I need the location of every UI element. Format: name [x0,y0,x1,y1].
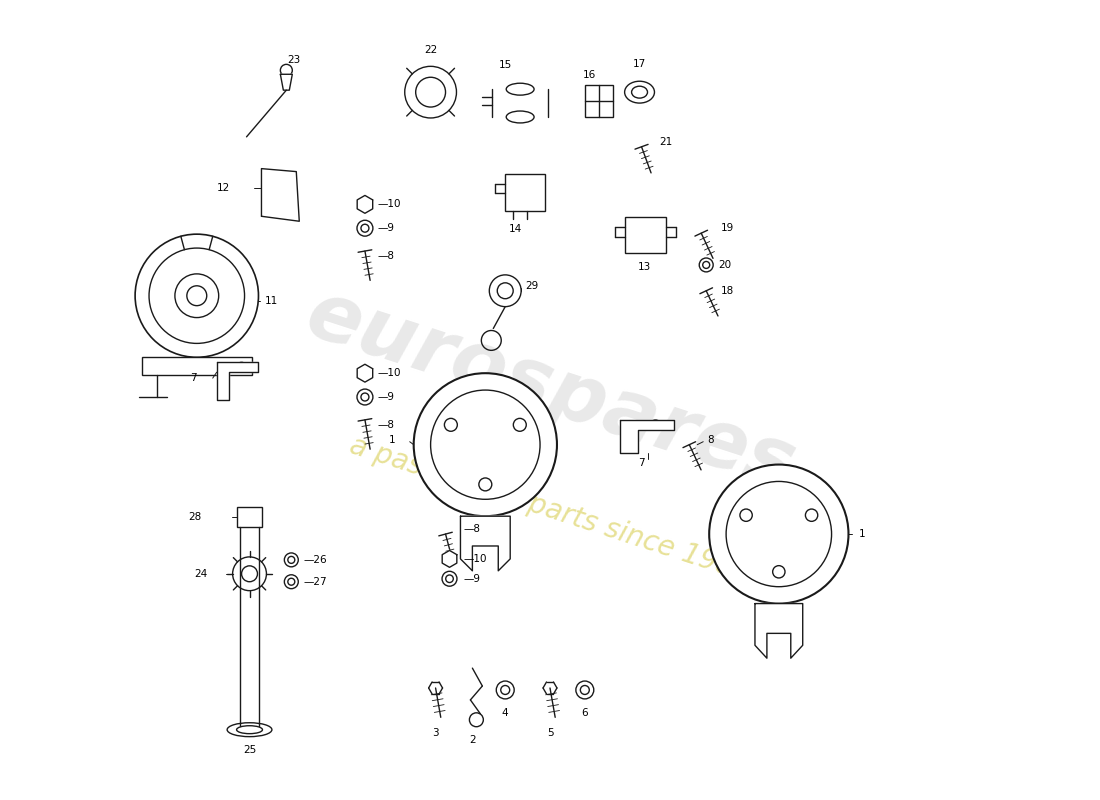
Text: eurospares: eurospares [296,274,804,506]
Text: 19: 19 [722,223,735,234]
Text: —9: —9 [463,574,481,584]
Text: 20: 20 [718,260,732,270]
Bar [585,86,613,117]
Text: 1: 1 [389,434,396,445]
Circle shape [414,373,557,516]
Bar [505,174,544,211]
Polygon shape [461,516,510,571]
Text: —10: —10 [378,368,402,378]
Text: 13: 13 [638,262,651,272]
Text: 8: 8 [707,434,714,445]
Circle shape [710,465,848,603]
Text: 18: 18 [722,286,735,296]
Text: 12: 12 [217,183,230,194]
Text: 11: 11 [264,296,277,306]
Text: 1: 1 [858,529,865,539]
Text: 21: 21 [659,137,673,147]
Text: 25: 25 [243,745,256,754]
Text: 5: 5 [547,728,553,738]
Polygon shape [358,364,373,382]
Text: 3: 3 [432,728,439,738]
Text: 4: 4 [502,708,508,718]
Bar [142,358,252,375]
Text: 28: 28 [188,512,201,522]
Text: 29: 29 [525,281,538,290]
Ellipse shape [280,64,293,76]
Text: —8: —8 [463,524,481,534]
Text: a passion for parts since 1985: a passion for parts since 1985 [346,431,754,587]
Text: —8: —8 [378,251,395,261]
Polygon shape [217,362,258,400]
Text: —10: —10 [378,199,402,210]
Text: 15: 15 [498,60,512,70]
Text: —9: —9 [378,223,395,234]
Circle shape [187,286,207,306]
Ellipse shape [227,722,272,737]
Text: 22: 22 [424,46,437,55]
Text: 23: 23 [288,55,301,66]
Text: 14: 14 [508,224,521,234]
Text: 2: 2 [469,734,475,745]
Text: —27: —27 [304,577,327,586]
Polygon shape [442,550,456,567]
Text: 17: 17 [632,59,646,70]
Polygon shape [755,603,803,658]
Text: 7: 7 [638,458,645,467]
Text: 24: 24 [195,569,208,578]
Text: —8: —8 [378,420,395,430]
Bar [625,218,667,253]
Polygon shape [619,420,674,453]
Text: —26: —26 [304,555,327,565]
Polygon shape [262,169,299,222]
Text: 16: 16 [583,70,596,80]
Text: —9: —9 [378,392,395,402]
Text: 7: 7 [190,373,197,383]
Bar [236,507,263,527]
Circle shape [135,234,258,358]
Text: 6: 6 [582,708,588,718]
Text: —10: —10 [463,554,487,564]
Polygon shape [358,195,373,214]
Polygon shape [280,74,293,90]
